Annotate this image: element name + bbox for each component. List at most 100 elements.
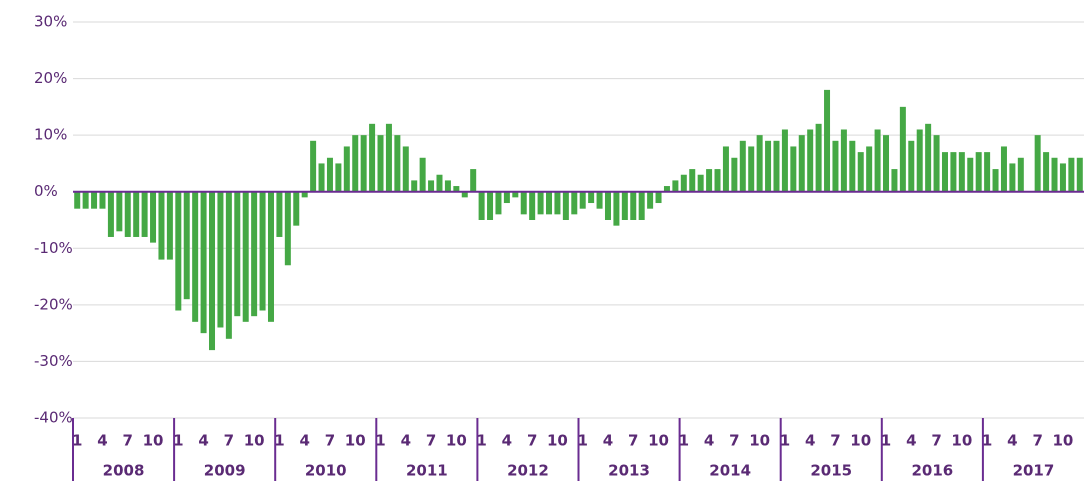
bar	[739, 140, 746, 192]
bar	[360, 135, 367, 192]
bar	[874, 129, 881, 192]
year-label: 2011	[406, 462, 448, 480]
bar	[958, 152, 965, 192]
bar	[866, 146, 873, 192]
x-tick-label: 10	[951, 432, 972, 450]
bar	[899, 106, 906, 192]
bar	[301, 191, 308, 198]
bar	[933, 135, 940, 192]
bar	[891, 169, 898, 192]
year-label: 2010	[305, 462, 347, 480]
bar	[200, 191, 207, 334]
bar	[503, 191, 510, 204]
x-tick-label: 7	[729, 432, 739, 450]
x-tick-label: 7	[830, 432, 840, 450]
x-tick-label: 1	[72, 432, 82, 450]
y-tick-label: 0%	[34, 182, 58, 200]
bar	[689, 169, 696, 192]
x-tick-label: 10	[1053, 432, 1074, 450]
bar	[908, 140, 915, 192]
bar	[630, 191, 637, 220]
bar	[840, 129, 847, 192]
x-tick-label: 4	[198, 432, 208, 450]
bar	[234, 191, 241, 317]
x-tick-label: 7	[123, 432, 133, 450]
bar	[436, 174, 443, 192]
bar	[166, 191, 173, 260]
x-tick-label: 1	[982, 432, 992, 450]
bar	[124, 191, 131, 237]
bar	[495, 191, 502, 215]
bar	[604, 191, 611, 220]
bar	[242, 191, 249, 322]
bar	[91, 191, 98, 209]
x-tick-label: 10	[850, 432, 871, 450]
bar	[276, 191, 283, 237]
bar	[377, 135, 384, 192]
bar	[158, 191, 165, 260]
bar	[941, 152, 948, 192]
bar	[579, 191, 586, 209]
bar	[529, 191, 536, 220]
bar	[765, 140, 772, 192]
x-tick-label: 4	[299, 432, 309, 450]
bar	[756, 135, 763, 192]
y-tick-label: 10%	[34, 126, 67, 144]
y-tick-label: -30%	[34, 352, 73, 370]
bar	[554, 191, 561, 215]
y-tick-label: 20%	[34, 69, 67, 87]
bar	[444, 180, 451, 192]
bar	[394, 135, 401, 192]
bar	[1051, 157, 1058, 192]
bar	[790, 146, 797, 192]
bar	[267, 191, 274, 322]
x-tick-label: 7	[426, 432, 436, 450]
bar	[352, 135, 359, 192]
bar	[663, 186, 670, 192]
x-tick-label: 4	[502, 432, 512, 450]
bar	[798, 135, 805, 192]
year-label: 2013	[608, 462, 650, 480]
year-label: 2015	[810, 462, 852, 480]
bar	[714, 169, 721, 192]
bar	[849, 140, 856, 192]
x-tick-label: 1	[881, 432, 891, 450]
bar	[975, 152, 982, 192]
bar	[141, 191, 148, 237]
x-tick-label: 4	[1007, 432, 1017, 450]
bar	[1000, 146, 1007, 192]
bar	[487, 191, 494, 220]
bar	[335, 163, 342, 192]
bar	[310, 140, 317, 192]
bar	[537, 191, 544, 215]
x-tick-label: 10	[648, 432, 669, 450]
bar	[706, 169, 713, 192]
x-tick-label: 1	[780, 432, 790, 450]
x-tick-label: 4	[805, 432, 815, 450]
bar	[99, 191, 106, 209]
bar	[613, 191, 620, 226]
bar	[672, 180, 679, 192]
bar	[284, 191, 291, 266]
x-tick-label: 1	[679, 432, 689, 450]
y-tick-label: 30%	[34, 13, 67, 31]
bar	[82, 191, 89, 209]
bar	[217, 191, 224, 328]
bar	[655, 191, 662, 204]
x-tick-label: 4	[704, 432, 714, 450]
year-label: 2008	[103, 462, 145, 480]
x-tick-label: 7	[527, 432, 537, 450]
bar	[520, 191, 527, 215]
x-tick-label: 4	[401, 432, 411, 450]
bar	[824, 89, 831, 192]
bar	[470, 169, 477, 192]
bar	[419, 157, 426, 192]
bar	[1017, 157, 1024, 192]
bar	[697, 174, 704, 192]
y-tick-label: -10%	[34, 239, 73, 257]
x-tick-label: 7	[628, 432, 638, 450]
x-tick-label: 7	[1032, 432, 1042, 450]
x-tick-label: 1	[274, 432, 284, 450]
bar	[571, 191, 578, 215]
